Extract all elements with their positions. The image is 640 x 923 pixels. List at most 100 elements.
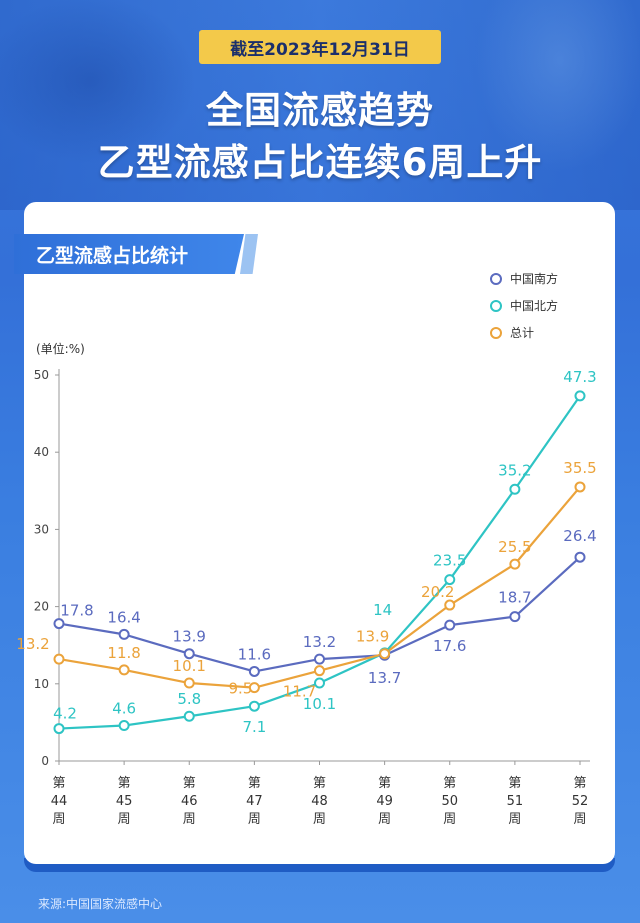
data-point — [314, 653, 325, 665]
data-label: 20.2 — [421, 583, 454, 601]
data-label: 11.8 — [107, 644, 140, 662]
data-point — [53, 653, 65, 665]
y-tick-label: 20 — [34, 600, 49, 614]
data-point — [444, 599, 456, 611]
x-tick-label: 第 — [443, 776, 456, 791]
data-label: 25.5 — [498, 538, 531, 556]
data-point — [314, 665, 325, 677]
data-label: 26.4 — [563, 527, 596, 545]
data-point — [444, 574, 456, 586]
x-tick-label: 周 — [313, 812, 326, 827]
x-tick-label: 周 — [443, 812, 456, 827]
x-tick-label: 49 — [376, 794, 393, 809]
legend-item-north: 中国北方 — [490, 292, 558, 319]
section-title-accent — [240, 234, 258, 274]
chart-legend: 中国南方 中国北方 总计 — [490, 265, 558, 346]
data-point — [183, 648, 195, 660]
data-label: 9.5 — [228, 680, 252, 698]
legend-south-label: 中国南方 — [510, 272, 559, 286]
x-tick-label: 第 — [118, 776, 131, 791]
data-point — [314, 677, 325, 689]
data-point — [53, 618, 65, 630]
x-tick-label: 第 — [313, 776, 326, 791]
x-tick-label: 第 — [248, 776, 261, 791]
data-point — [118, 628, 130, 640]
data-point — [574, 481, 586, 493]
data-point — [574, 551, 586, 563]
data-point — [509, 483, 521, 495]
data-label: 7.1 — [242, 718, 266, 736]
data-point — [444, 619, 456, 631]
x-tick-label: 51 — [507, 794, 524, 809]
x-tick-label: 第 — [573, 776, 586, 791]
data-point — [183, 710, 195, 722]
y-tick-label: 50 — [34, 368, 49, 382]
legend-item-south: 中国南方 — [490, 265, 558, 292]
data-label: 18.7 — [498, 589, 531, 607]
data-point — [183, 677, 195, 689]
data-label: 35.2 — [498, 461, 531, 479]
data-point — [248, 682, 260, 694]
data-label: 13.2 — [16, 635, 49, 653]
x-tick-label: 44 — [51, 794, 68, 809]
x-tick-label: 第 — [183, 776, 196, 791]
legend-total-marker-icon — [490, 326, 502, 339]
data-point — [509, 611, 521, 623]
x-tick-label: 46 — [181, 794, 198, 809]
legend-south-marker-icon — [490, 272, 502, 285]
x-tick-label: 周 — [183, 812, 196, 827]
x-tick-label: 周 — [248, 812, 261, 827]
y-axis-unit-label: (单位:%) — [36, 342, 85, 356]
x-tick-label: 52 — [572, 794, 589, 809]
legend-north-label: 中国北方 — [510, 299, 559, 313]
x-tick-label: 周 — [573, 812, 586, 827]
data-point — [118, 719, 130, 731]
data-label: 14 — [373, 601, 392, 619]
data-label: 13.9 — [356, 628, 389, 646]
data-point — [379, 648, 391, 660]
data-label: 10.1 — [303, 695, 336, 713]
data-point — [53, 723, 65, 735]
legend-north-marker-icon — [490, 299, 502, 312]
x-tick-label: 45 — [116, 794, 133, 809]
data-label: 11.7 — [283, 683, 316, 701]
y-tick-label: 30 — [34, 522, 49, 536]
x-tick-label: 第 — [508, 776, 521, 791]
data-label: 5.8 — [177, 690, 201, 708]
data-label: 13.9 — [173, 628, 206, 646]
data-label: 13.2 — [303, 633, 336, 651]
data-label: 47.3 — [563, 368, 596, 386]
page-title-line2: 乙型流感占比连续6周上升 — [97, 141, 543, 184]
date-badge: 截至2023年12月31日 — [199, 30, 441, 64]
data-point — [248, 665, 260, 677]
legend-item-total: 总计 — [490, 319, 558, 346]
y-tick-label: 40 — [34, 445, 49, 459]
data-label: 4.6 — [112, 699, 136, 717]
x-tick-label: 周 — [378, 812, 391, 827]
data-label: 4.2 — [53, 705, 77, 723]
chart-card — [24, 202, 615, 864]
page-title-line1: 全国流感趋势 — [206, 89, 434, 132]
data-point — [574, 390, 586, 402]
x-tick-label: 47 — [246, 794, 263, 809]
y-tick-label: 0 — [41, 754, 49, 768]
data-label: 10.1 — [173, 657, 206, 675]
x-tick-label: 48 — [311, 794, 328, 809]
data-label: 35.5 — [563, 459, 596, 477]
y-tick-label: 10 — [34, 677, 49, 691]
x-tick-label: 周 — [508, 812, 521, 827]
legend-total-label: 总计 — [510, 326, 535, 340]
x-tick-label: 周 — [118, 812, 131, 827]
data-label: 13.7 — [368, 669, 401, 687]
x-tick-label: 周 — [52, 812, 65, 827]
data-label: 23.5 — [433, 552, 466, 570]
section-title: 乙型流感占比统计 — [14, 234, 244, 274]
source-note: 来源:中国国家流感中心 — [38, 897, 163, 911]
data-label: 17.6 — [433, 637, 466, 655]
data-label: 11.6 — [238, 645, 271, 663]
data-point — [509, 558, 521, 570]
x-tick-label: 第 — [378, 776, 391, 791]
data-point — [118, 664, 130, 676]
data-label: 16.4 — [107, 608, 140, 626]
